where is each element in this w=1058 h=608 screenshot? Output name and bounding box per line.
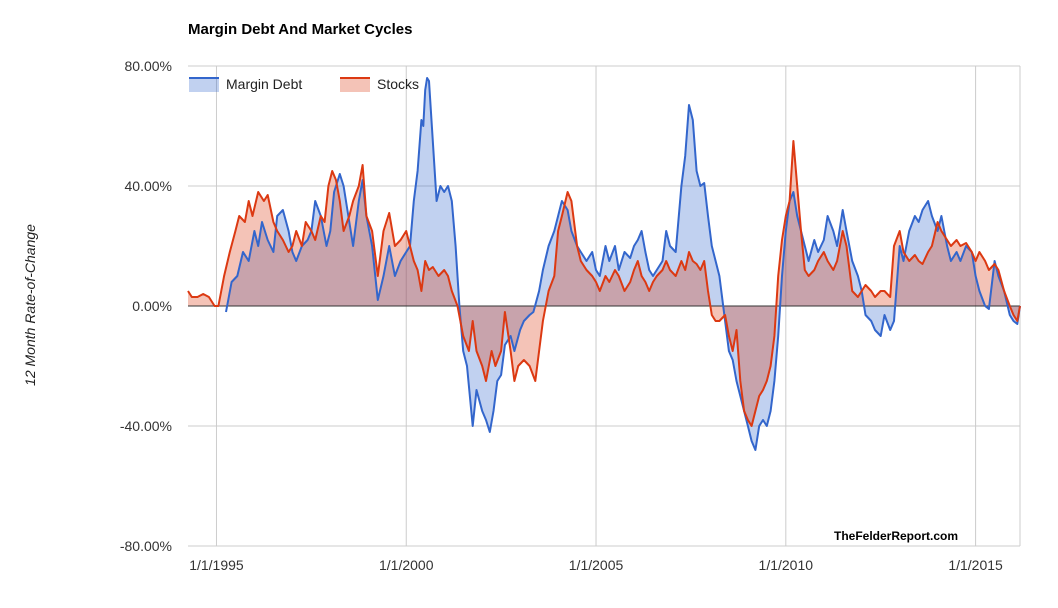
x-tick-label: 1/1/2005 xyxy=(569,557,624,573)
x-tick-label: 1/1/2000 xyxy=(379,557,434,573)
x-tick-label: 1/1/1995 xyxy=(189,557,244,573)
legend-label: Margin Debt xyxy=(226,76,302,92)
y-tick-label: 40.00% xyxy=(125,178,172,194)
series-line-0 xyxy=(225,77,1021,451)
series-area-0 xyxy=(226,78,1020,450)
legend-item: Stocks xyxy=(340,76,419,92)
legend-item: Margin Debt xyxy=(189,76,302,92)
series-line-1 xyxy=(187,140,1021,427)
legend-label: Stocks xyxy=(377,76,419,92)
y-tick-label: 0.00% xyxy=(132,298,172,314)
y-tick-label: 80.00% xyxy=(125,58,172,74)
x-tick-label: 1/1/2015 xyxy=(948,557,1003,573)
legend-swatch xyxy=(340,77,370,92)
y-tick-label: -40.00% xyxy=(120,418,172,434)
x-axis-ticks: 1/1/1995 1/1/2000 1/1/2005 1/1/2010 1/1/2015 xyxy=(189,557,1003,573)
legend-swatch xyxy=(189,77,219,92)
y-axis-ticks: 80.00% 40.00% 0.00% -40.00% -80.00% xyxy=(120,58,172,554)
y-tick-label: -80.00% xyxy=(120,538,172,554)
chart-title: Margin Debt And Market Cycles xyxy=(188,21,413,38)
chart-legend: Margin Debt Stocks xyxy=(189,76,419,92)
series-lines xyxy=(187,77,1021,451)
series-area-1 xyxy=(188,141,1020,426)
series-areas xyxy=(188,78,1020,450)
x-tick-label: 1/1/2010 xyxy=(759,557,814,573)
watermark: TheFelderReport.com xyxy=(834,529,959,543)
